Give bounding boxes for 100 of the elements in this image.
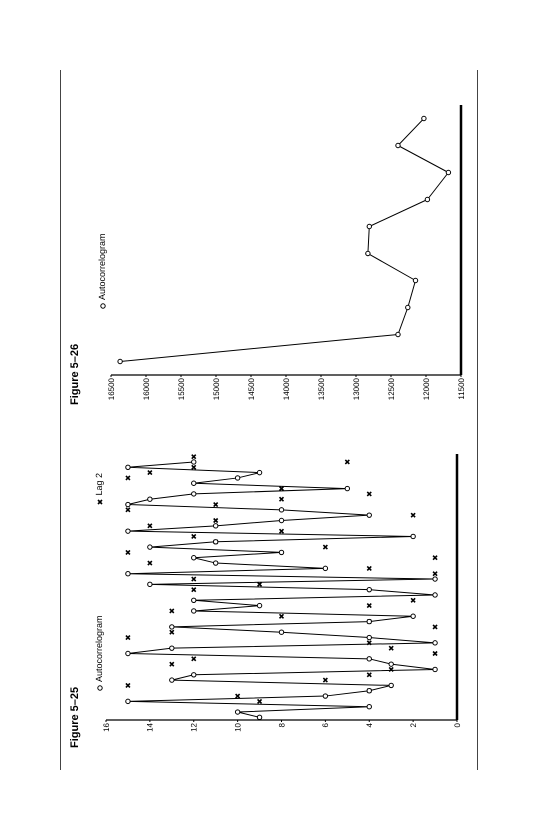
point [191, 608, 196, 614]
point [366, 566, 372, 572]
x-tick-label: 14000 [282, 377, 291, 400]
point [256, 698, 262, 704]
point [278, 528, 284, 534]
point [366, 512, 372, 518]
x-tick-label: 14500 [246, 377, 256, 400]
point [410, 614, 416, 619]
x-tick-label: 0 [452, 722, 462, 728]
point [344, 459, 350, 465]
point [191, 555, 196, 560]
x-tick-label: 16000 [142, 377, 151, 400]
point [410, 534, 416, 540]
point [366, 672, 372, 678]
point [169, 677, 175, 683]
point [395, 332, 401, 338]
point [366, 704, 372, 710]
point [125, 475, 131, 481]
point [278, 630, 284, 635]
point [169, 645, 175, 651]
point [191, 598, 196, 603]
point [147, 496, 153, 502]
point [344, 486, 350, 492]
point [322, 693, 328, 699]
point [366, 656, 372, 662]
point [125, 528, 131, 534]
point [191, 491, 196, 497]
point [125, 550, 131, 556]
point [191, 480, 196, 486]
point [190, 656, 197, 662]
point [432, 592, 438, 598]
point [432, 576, 438, 582]
point [212, 560, 218, 566]
point [256, 470, 262, 476]
point [405, 304, 410, 310]
point [432, 640, 438, 646]
point [388, 661, 394, 667]
point [365, 250, 371, 256]
point [388, 645, 394, 651]
point [424, 196, 430, 202]
text: Lag 2 [94, 473, 105, 496]
point [212, 523, 218, 529]
point [191, 459, 196, 465]
x-tick-label: 12500 [386, 377, 396, 400]
point [234, 475, 240, 481]
point [366, 602, 372, 608]
point [388, 666, 394, 672]
point [432, 570, 438, 576]
x-tick-label: 10 [233, 722, 242, 732]
point [125, 698, 131, 704]
point [147, 544, 153, 550]
point [278, 613, 284, 620]
x-tick-label: 16 [102, 722, 111, 732]
x-tick-label: 16500 [106, 377, 116, 400]
point [147, 470, 153, 476]
point [412, 278, 418, 284]
x-tick-label: 12000 [422, 377, 431, 400]
point [322, 677, 328, 683]
point [388, 682, 394, 688]
point [234, 709, 240, 715]
x-tick-label: 8 [277, 722, 286, 728]
point [190, 534, 197, 540]
point [212, 518, 218, 524]
point [256, 582, 262, 588]
point [410, 598, 416, 604]
point [190, 576, 197, 582]
point [432, 554, 438, 561]
point [432, 650, 438, 656]
point [366, 224, 372, 230]
point [169, 624, 175, 630]
point [169, 629, 175, 636]
point [125, 502, 131, 508]
point [147, 523, 153, 529]
point [366, 634, 372, 640]
x-tick-label: 2 [408, 722, 418, 728]
point [366, 491, 372, 497]
x-tick-label: 13000 [352, 377, 361, 400]
point [432, 666, 438, 672]
point [395, 142, 401, 148]
text: Figure 5–25 [69, 686, 82, 748]
text: Figure 5–26 [69, 344, 82, 405]
x-tick-label: 15500 [176, 377, 186, 400]
point [432, 624, 438, 630]
point [169, 608, 175, 614]
point [212, 502, 218, 508]
point [190, 454, 197, 460]
text: Autocorrelogram [97, 233, 108, 300]
point [446, 170, 452, 176]
point [278, 496, 284, 502]
point [421, 116, 427, 122]
point [125, 571, 131, 576]
point [366, 586, 372, 592]
point [322, 544, 328, 550]
point [278, 518, 284, 524]
point [147, 560, 153, 566]
point [169, 661, 175, 667]
x-tick-label: 11500 [456, 377, 466, 400]
point [410, 512, 416, 518]
point [125, 507, 131, 513]
x-tick-label: 13500 [316, 377, 326, 400]
